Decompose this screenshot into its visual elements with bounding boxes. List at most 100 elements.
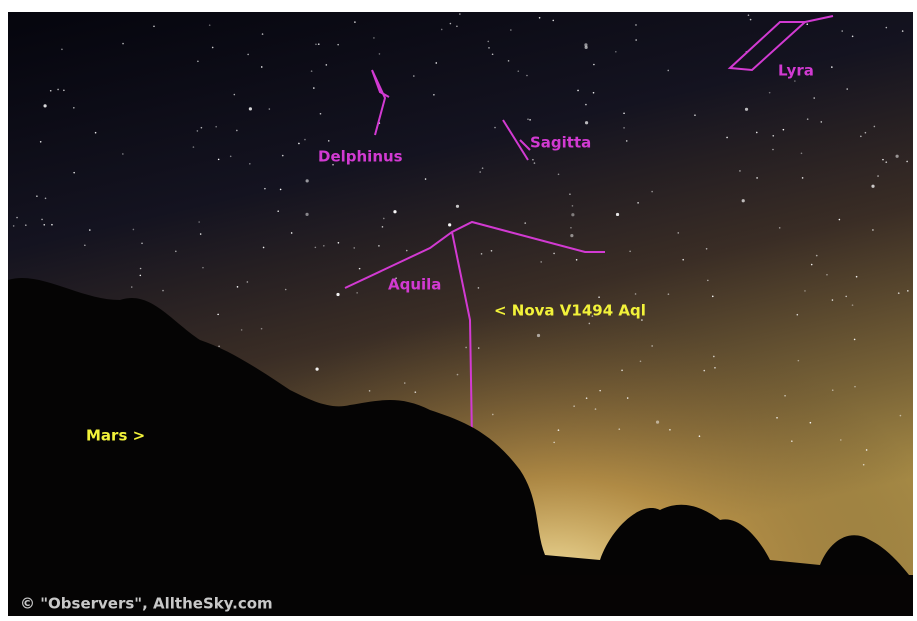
star	[573, 405, 575, 407]
star	[337, 43, 339, 46]
star	[584, 43, 588, 47]
star	[211, 46, 214, 49]
star	[435, 62, 438, 64]
star	[141, 242, 143, 245]
star	[639, 360, 642, 363]
star	[623, 127, 625, 129]
star	[772, 134, 775, 137]
star	[494, 126, 496, 129]
star	[806, 118, 809, 120]
star	[353, 247, 356, 249]
label-nova: < Nova V1494 Aql	[494, 302, 646, 320]
star	[233, 93, 236, 96]
star	[236, 129, 238, 132]
star	[261, 33, 264, 35]
star	[588, 322, 591, 325]
label-aquila: Aquila	[388, 276, 441, 294]
star	[871, 184, 875, 188]
star	[356, 292, 358, 294]
star	[479, 171, 481, 173]
star	[865, 449, 868, 451]
star	[305, 179, 309, 183]
star	[831, 66, 833, 68]
star	[260, 327, 263, 330]
star	[872, 229, 874, 231]
star	[197, 60, 199, 63]
star	[382, 217, 385, 220]
star	[776, 416, 778, 419]
star	[456, 373, 459, 376]
star	[175, 250, 177, 253]
star	[455, 204, 460, 208]
star	[840, 439, 842, 441]
star	[570, 226, 572, 229]
star	[855, 275, 858, 278]
star	[488, 47, 490, 49]
star	[885, 161, 888, 163]
star	[337, 241, 340, 244]
star	[315, 367, 319, 371]
star	[192, 146, 195, 148]
star	[51, 223, 53, 226]
lyra-lines	[727, 15, 834, 72]
star	[403, 382, 406, 384]
star	[260, 66, 263, 68]
star	[853, 338, 856, 341]
star	[381, 226, 384, 228]
star	[325, 64, 328, 66]
star	[772, 148, 774, 151]
label-delphinus: Delphinus	[318, 148, 403, 166]
star	[569, 193, 571, 196]
star	[741, 199, 745, 203]
star	[714, 366, 716, 369]
star	[845, 295, 848, 298]
star	[290, 232, 293, 234]
star	[755, 131, 758, 134]
star	[557, 429, 560, 431]
star	[456, 25, 458, 28]
star	[200, 126, 203, 129]
star	[12, 225, 15, 227]
star	[831, 299, 834, 301]
star	[481, 167, 484, 169]
star	[641, 319, 643, 321]
star	[57, 88, 59, 91]
label-lyra: Lyra	[778, 62, 814, 80]
star	[507, 60, 510, 62]
star	[797, 359, 800, 362]
star	[373, 37, 375, 39]
star	[634, 293, 637, 295]
star	[477, 287, 480, 289]
star	[615, 50, 617, 53]
star	[327, 140, 330, 142]
star	[598, 296, 600, 298]
star	[637, 202, 639, 204]
star	[533, 162, 536, 164]
star	[490, 249, 493, 252]
star	[677, 232, 680, 234]
star	[139, 274, 142, 277]
star	[882, 158, 884, 161]
star	[229, 155, 232, 158]
star	[873, 125, 876, 128]
star	[264, 187, 266, 190]
star	[593, 63, 595, 66]
star	[449, 22, 452, 25]
star	[43, 223, 46, 226]
star	[711, 295, 714, 298]
star	[277, 210, 279, 212]
star	[25, 224, 27, 226]
star	[202, 266, 204, 269]
star	[667, 69, 670, 72]
star	[901, 30, 904, 32]
star	[854, 385, 856, 388]
star	[571, 213, 575, 217]
star	[584, 121, 589, 125]
star	[800, 152, 803, 155]
star	[298, 142, 300, 145]
star	[885, 26, 888, 29]
star	[804, 290, 806, 292]
star	[249, 163, 251, 165]
star	[713, 355, 715, 358]
